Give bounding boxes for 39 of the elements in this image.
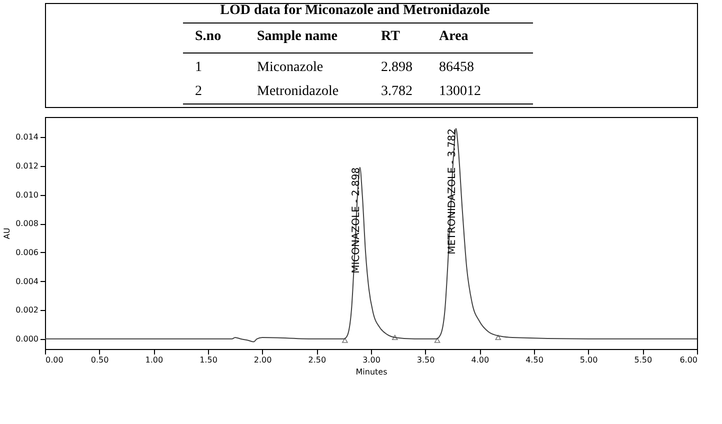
text: 130012	[439, 84, 481, 99]
text: Area	[439, 29, 468, 44]
y-tick-label: 0.004	[16, 276, 38, 286]
annotation: MICONAZOLE - 2.898	[350, 167, 362, 274]
x-tick-label: 1.50	[200, 356, 218, 364]
text: 2.898	[381, 60, 412, 75]
chart-title: LOD data for Miconazole and Metronidazole	[220, 3, 490, 18]
y-tick-label: 0.010	[16, 190, 38, 200]
x-tick-label: 3.00	[362, 356, 380, 364]
text: Miconazole	[257, 60, 324, 75]
x-tick-label: 0.50	[90, 356, 109, 364]
x-tick-label: 2.00	[254, 356, 272, 364]
y-tick-label: 0.014	[16, 132, 38, 142]
x-tick-label: 5.00	[580, 356, 598, 364]
x-tick-label: 4.00	[471, 356, 490, 364]
text: 1	[195, 60, 202, 75]
y-tick-label: 0.012	[16, 161, 38, 170]
text: S.no	[195, 29, 222, 44]
y-tick-label: 0.008	[16, 219, 38, 228]
x-tick-label: 5.50	[634, 356, 652, 364]
x-tick-label: 2.50	[308, 356, 326, 364]
y-tick-label: 0.006	[16, 248, 38, 257]
line-series	[44, 128, 698, 342]
text: 2	[195, 84, 202, 99]
y-tick-label: 0.002	[16, 306, 38, 315]
x-tick-label: 4.50	[526, 356, 544, 364]
y-tick-label: 0.000	[16, 334, 38, 344]
annotation: METRONIDAZOLE - 3.782	[446, 128, 458, 254]
text: Metronidazole	[257, 84, 339, 99]
x-tick-label: 3.50	[416, 356, 435, 364]
text: 3.782	[381, 84, 412, 99]
text: Sample name	[257, 29, 338, 44]
x-axis-title: Minutes	[356, 368, 388, 376]
x-tick-label: 0.00	[46, 356, 64, 364]
text: RT	[381, 29, 401, 44]
x-tick-label: 1.00	[145, 356, 164, 364]
text: 86458	[439, 60, 474, 75]
x-tick-label: 6.00	[680, 356, 698, 364]
y-axis-title: AU	[2, 228, 12, 240]
